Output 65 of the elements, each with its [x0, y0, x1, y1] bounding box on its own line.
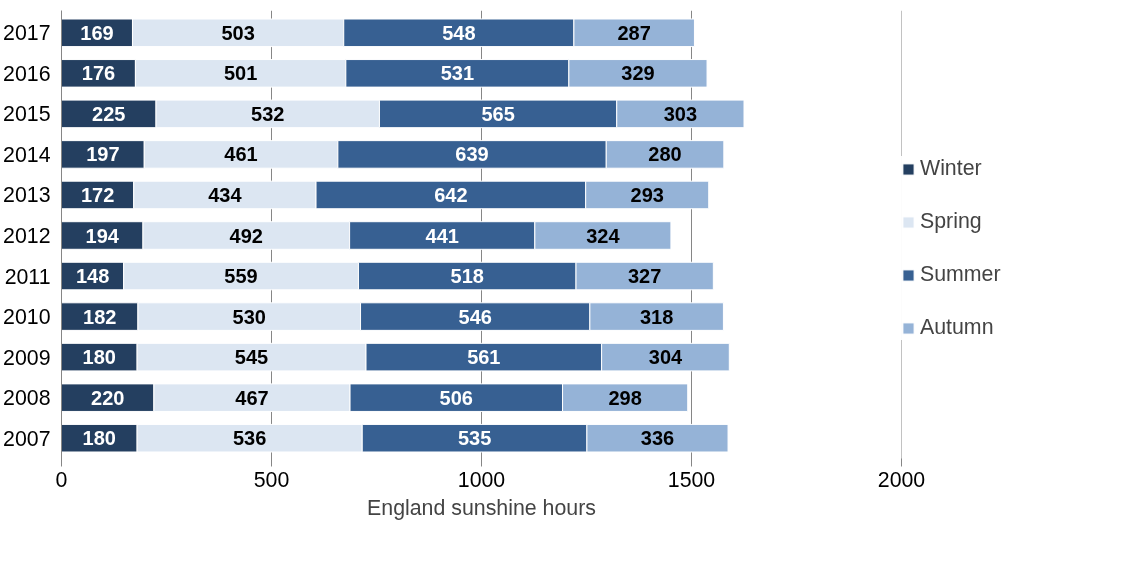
y-tick-label: 2012: [3, 224, 51, 248]
x-tick-label: 2000: [877, 467, 926, 492]
data-label: 287: [617, 21, 651, 44]
data-label: 492: [229, 224, 263, 247]
data-label: 327: [627, 265, 662, 288]
y-tick-label: 2015: [3, 102, 51, 127]
data-label: 329: [621, 62, 655, 85]
data-label: 148: [75, 265, 110, 288]
y-tick-label: 2014: [3, 142, 51, 167]
data-label: 303: [663, 102, 698, 125]
y-tick-label: 2011: [4, 264, 51, 289]
data-label: 176: [81, 62, 116, 85]
data-label: 639: [455, 143, 489, 166]
y-tick-label: 2017: [3, 21, 51, 46]
data-label: 304: [648, 346, 684, 369]
data-label: 169: [80, 21, 114, 44]
data-label: 180: [82, 346, 116, 369]
y-tick-label: 2010: [3, 305, 51, 330]
data-label: 545: [234, 346, 269, 369]
legend-label: Summer: [920, 262, 1001, 287]
data-label: 642: [434, 183, 468, 206]
data-label: 182: [83, 305, 117, 328]
data-label: 506: [439, 386, 473, 409]
y-tick-label: 2008: [3, 386, 51, 411]
data-label: 530: [232, 305, 266, 328]
data-label: 467: [235, 386, 269, 409]
data-label: 536: [232, 427, 267, 450]
x-tick-label: 0: [55, 467, 68, 492]
x-tick-label: 1000: [457, 467, 506, 492]
data-label: 441: [425, 224, 459, 247]
y-tick-label: 2007: [3, 426, 51, 451]
data-label: 293: [630, 183, 664, 206]
legend-label: Winter: [920, 156, 982, 181]
x-axis-title: England sunshine hours: [367, 495, 596, 520]
data-label: 532: [251, 102, 285, 125]
data-label: 546: [458, 305, 492, 328]
data-label: 220: [91, 386, 125, 409]
data-label: 559: [224, 265, 258, 288]
data-label: 197: [86, 143, 120, 166]
data-label: 336: [640, 427, 675, 450]
x-tick-label: 1500: [667, 467, 716, 492]
data-label: 298: [608, 386, 642, 409]
legend-label: Autumn: [920, 315, 994, 340]
data-label: 561: [467, 346, 501, 369]
legend-label: Spring: [920, 209, 982, 234]
data-label: 535: [457, 427, 492, 450]
data-label: 324: [586, 224, 621, 247]
data-label: 180: [82, 427, 116, 450]
y-tick-label: 2009: [3, 345, 51, 370]
y-tick-label: 2013: [3, 183, 51, 208]
data-label: 565: [481, 102, 515, 125]
data-label: 280: [648, 143, 682, 166]
data-label: 548: [442, 21, 476, 44]
y-tick-label: 2016: [3, 61, 51, 86]
data-label: 461: [224, 143, 258, 166]
data-label: 172: [80, 183, 115, 206]
data-label: 194: [85, 224, 120, 247]
data-label: 531: [440, 62, 475, 85]
x-tick-label: 500: [253, 467, 290, 492]
data-label: 434: [208, 183, 243, 206]
data-label: 503: [221, 21, 255, 44]
data-label: 518: [450, 265, 484, 288]
data-label: 225: [92, 102, 126, 125]
data-label: 501: [223, 62, 258, 85]
data-label: 318: [639, 305, 674, 328]
